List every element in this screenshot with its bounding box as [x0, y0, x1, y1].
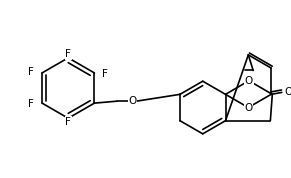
Text: F: F [29, 99, 34, 109]
Text: F: F [65, 49, 71, 59]
Text: F: F [102, 69, 108, 79]
Text: O: O [245, 76, 253, 86]
Text: O: O [128, 96, 136, 106]
Text: F: F [65, 117, 71, 127]
Text: O: O [244, 103, 253, 112]
Text: O: O [285, 87, 291, 97]
Text: F: F [29, 67, 34, 77]
